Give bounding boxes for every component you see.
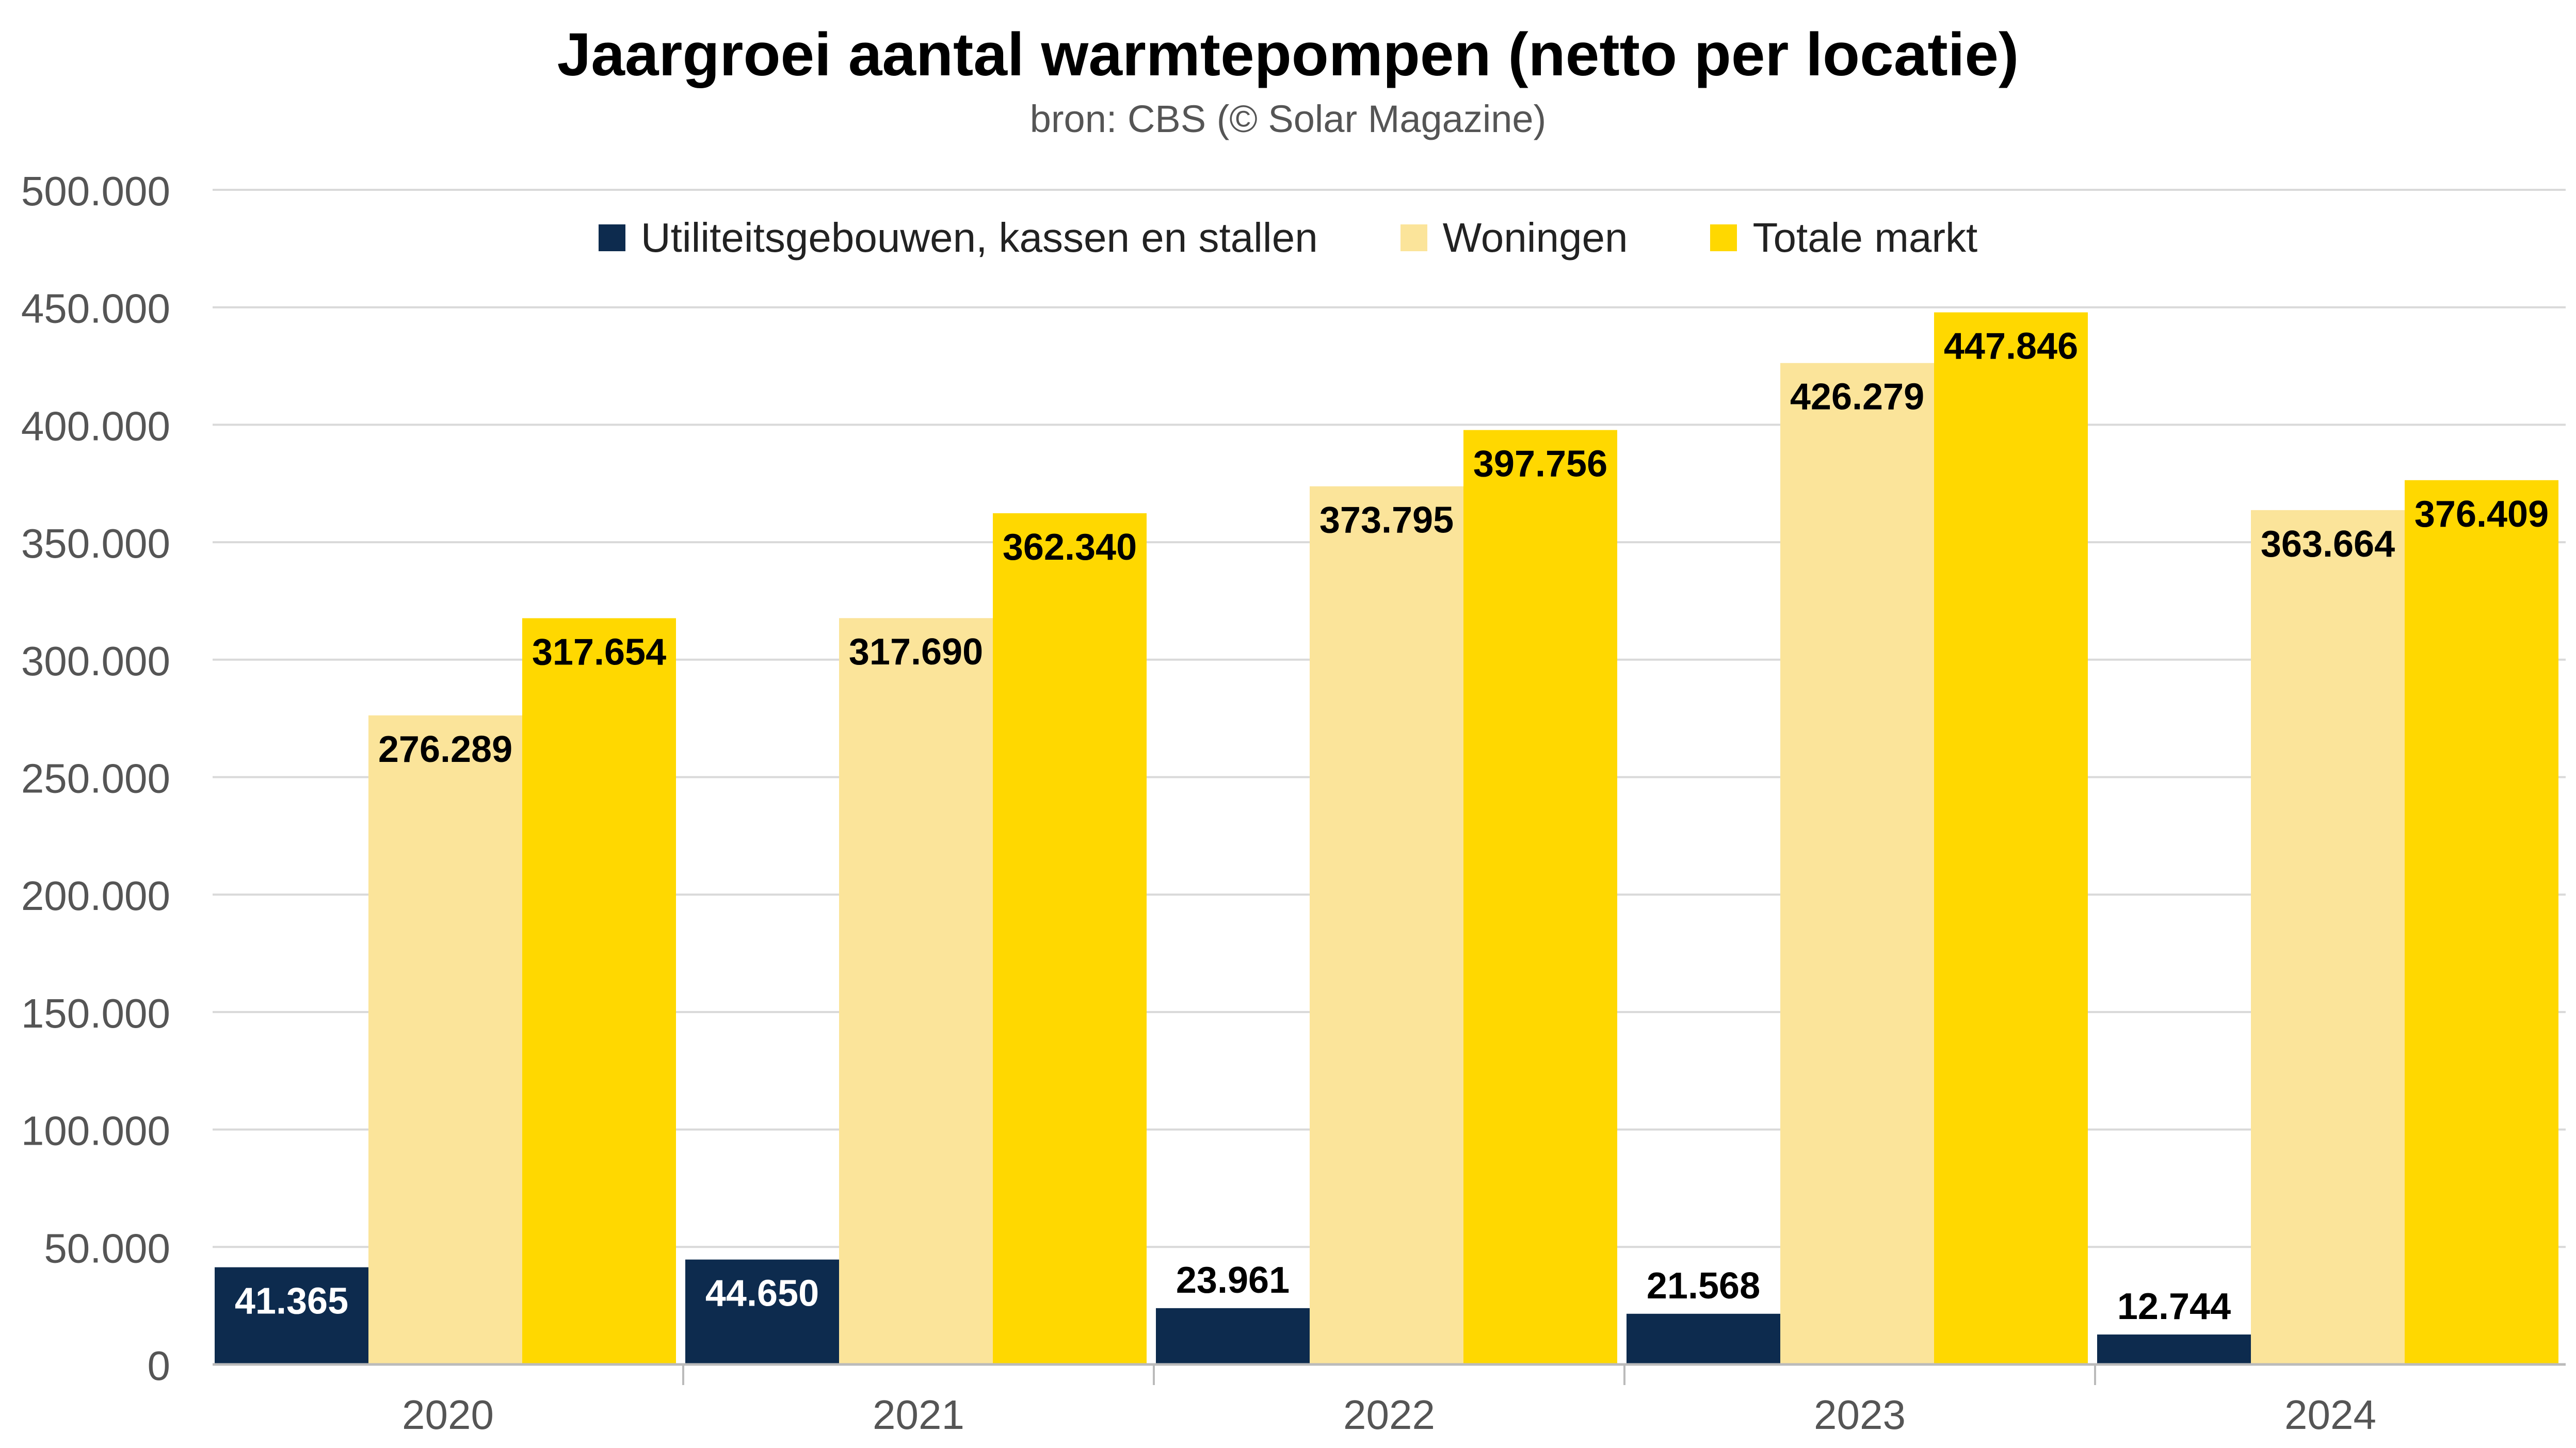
legend-label-totale-markt: Totale markt [1752,215,1978,261]
y-tick-label: 350.000 [21,520,170,566]
bar [1934,312,2088,1365]
bar [685,1259,839,1364]
y-tick-label: 300.000 [21,638,170,684]
x-tick-label: 2021 [873,1392,964,1438]
legend-swatch-woningen [1400,224,1427,251]
data-label: 44.650 [705,1273,819,1314]
y-tick-label: 100.000 [21,1108,170,1154]
data-label: 12.744 [2117,1286,2231,1327]
legend-swatch-totale-markt [1710,224,1737,251]
y-tick-label: 0 [148,1343,171,1389]
legend: Utiliteitsgebouwen, kassen en stallen Wo… [0,214,2576,262]
chart-title: Jaargroei aantal warmtepompen (netto per… [557,21,2019,89]
bar [522,618,676,1364]
bar [1310,486,1463,1364]
bar [993,513,1147,1365]
legend-label-utiliteit: Utiliteitsgebouwen, kassen en stallen [640,215,1318,261]
x-tick-label: 2024 [2284,1392,2376,1438]
data-label: 397.756 [1473,444,1607,485]
bar [2251,510,2405,1364]
bar [2097,1334,2251,1364]
data-label: 426.279 [1790,377,1924,418]
legend-item-woningen: Woningen [1400,214,1628,262]
bar [2405,480,2558,1364]
legend-item-totale-markt: Totale markt [1710,214,1977,262]
y-tick-label: 50.000 [44,1225,170,1271]
bar [1780,363,1934,1364]
bar [215,1267,368,1364]
legend-label-woningen: Woningen [1442,215,1628,261]
bar [839,618,993,1364]
data-label: 317.654 [532,631,666,673]
bar [368,715,522,1364]
data-label: 21.568 [1647,1265,1760,1307]
y-tick-label: 500.000 [21,168,170,214]
data-label: 363.664 [2261,524,2395,565]
data-label: 373.795 [1319,500,1454,541]
y-tick-label: 250.000 [21,756,170,802]
y-tick-label: 150.000 [21,990,170,1036]
bar [1463,430,1617,1365]
x-tick-label: 2022 [1343,1392,1435,1438]
legend-item-utiliteit: Utiliteitsgebouwen, kassen en stallen [598,214,1318,262]
y-tick-label: 200.000 [21,873,170,919]
y-tick-label: 400.000 [21,403,170,449]
data-label: 447.846 [1944,326,2078,367]
data-label: 362.340 [1003,527,1137,568]
bar [1627,1313,1780,1364]
x-tick-label: 2023 [1814,1392,1906,1438]
data-label: 317.690 [849,631,983,673]
data-label: 23.961 [1176,1260,1290,1301]
x-tick-label: 2020 [402,1392,494,1438]
data-label: 276.289 [378,729,512,770]
data-label: 376.409 [2414,494,2549,535]
bar [1156,1308,1310,1364]
data-label: 41.365 [235,1281,348,1322]
chart-subtitle: bron: CBS (© Solar Magazine) [1029,97,1547,140]
y-tick-label: 450.000 [21,286,170,332]
legend-swatch-utiliteit [598,224,625,251]
